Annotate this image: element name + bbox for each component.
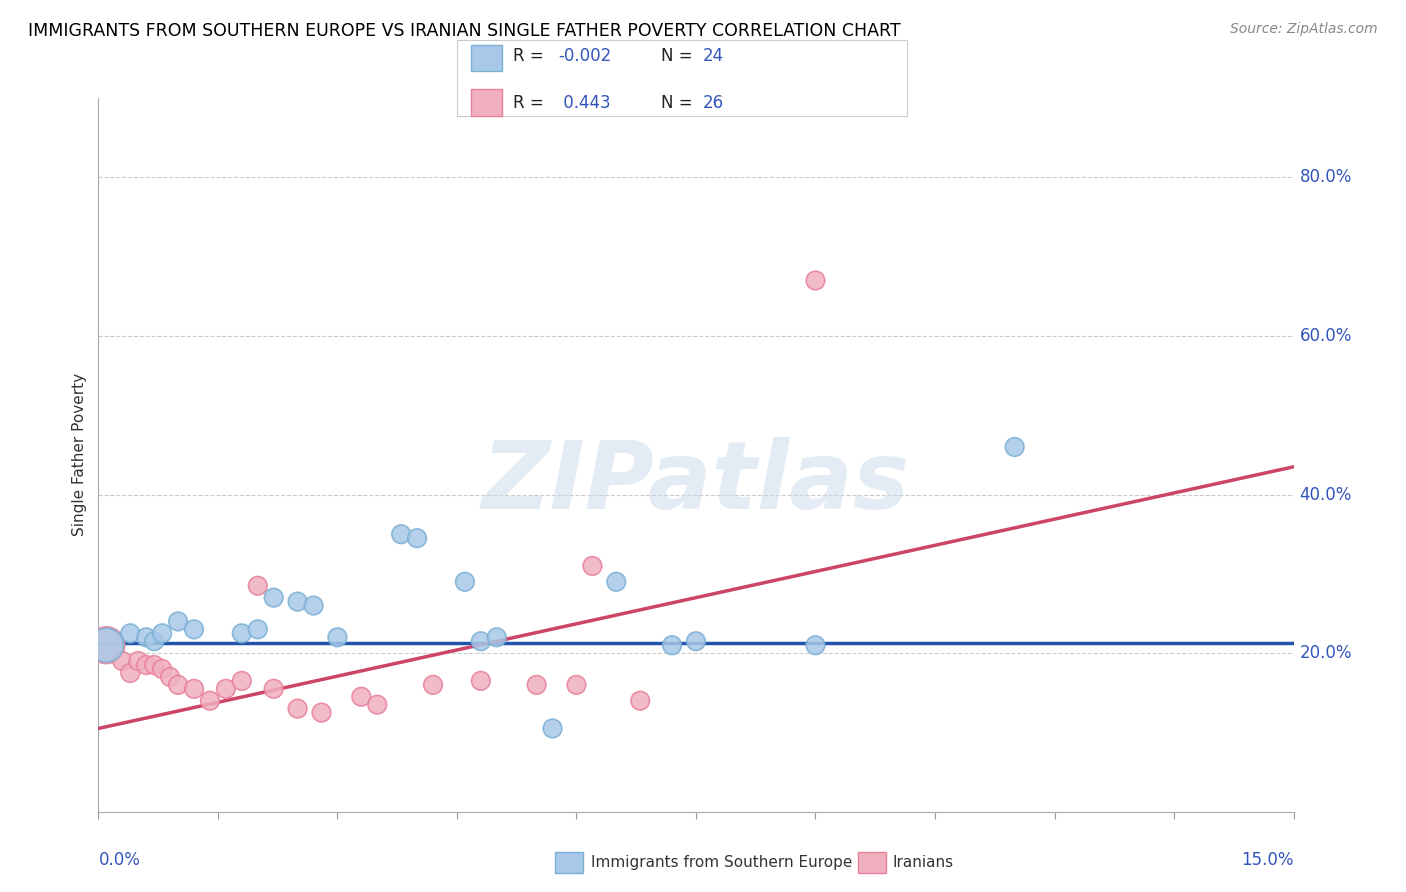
Text: 15.0%: 15.0% bbox=[1241, 851, 1294, 869]
Text: -0.002: -0.002 bbox=[558, 47, 612, 65]
Point bbox=[470, 634, 492, 648]
Point bbox=[1004, 440, 1026, 454]
Point bbox=[167, 678, 190, 692]
Point bbox=[263, 591, 285, 605]
Point bbox=[167, 615, 190, 629]
Text: R =: R = bbox=[513, 47, 550, 65]
Text: N =: N = bbox=[661, 47, 697, 65]
Point bbox=[605, 574, 627, 589]
Point bbox=[804, 273, 827, 287]
Point bbox=[685, 634, 707, 648]
Point bbox=[246, 579, 269, 593]
Y-axis label: Single Father Poverty: Single Father Poverty bbox=[72, 374, 87, 536]
Point bbox=[96, 638, 118, 652]
Point bbox=[183, 681, 205, 696]
Text: Immigrants from Southern Europe: Immigrants from Southern Europe bbox=[591, 855, 852, 870]
Text: N =: N = bbox=[661, 94, 697, 112]
Point bbox=[159, 670, 181, 684]
Point bbox=[541, 722, 564, 736]
Point bbox=[406, 531, 429, 545]
Text: 80.0%: 80.0% bbox=[1299, 169, 1353, 186]
Point bbox=[135, 658, 157, 673]
Point bbox=[198, 694, 221, 708]
Point bbox=[302, 599, 325, 613]
Point bbox=[366, 698, 388, 712]
Point bbox=[127, 654, 149, 668]
Point bbox=[565, 678, 588, 692]
Point bbox=[454, 574, 477, 589]
Text: 40.0%: 40.0% bbox=[1299, 485, 1353, 504]
Point bbox=[628, 694, 651, 708]
Point bbox=[231, 626, 253, 640]
Point bbox=[287, 701, 309, 715]
Point bbox=[287, 594, 309, 608]
Text: 26: 26 bbox=[703, 94, 724, 112]
Point bbox=[422, 678, 444, 692]
Point bbox=[661, 638, 683, 652]
Point bbox=[326, 630, 349, 644]
Point bbox=[183, 623, 205, 637]
Point bbox=[150, 626, 173, 640]
Point bbox=[311, 706, 333, 720]
Point bbox=[350, 690, 373, 704]
Text: 60.0%: 60.0% bbox=[1299, 327, 1353, 345]
Text: ZIPatlas: ZIPatlas bbox=[482, 437, 910, 530]
Point bbox=[246, 623, 269, 637]
Point bbox=[231, 673, 253, 688]
Point bbox=[804, 638, 827, 652]
Text: IMMIGRANTS FROM SOUTHERN EUROPE VS IRANIAN SINGLE FATHER POVERTY CORRELATION CHA: IMMIGRANTS FROM SOUTHERN EUROPE VS IRANI… bbox=[28, 22, 901, 40]
Point bbox=[150, 662, 173, 676]
Point bbox=[135, 630, 157, 644]
Point bbox=[581, 558, 603, 573]
Point bbox=[143, 634, 166, 648]
Point bbox=[389, 527, 412, 541]
Point bbox=[470, 673, 492, 688]
Text: Iranians: Iranians bbox=[893, 855, 953, 870]
Point bbox=[120, 626, 142, 640]
Text: 20.0%: 20.0% bbox=[1299, 644, 1353, 662]
Point bbox=[120, 665, 142, 680]
Text: 24: 24 bbox=[703, 47, 724, 65]
Point bbox=[96, 638, 118, 652]
Point bbox=[263, 681, 285, 696]
Point bbox=[111, 654, 134, 668]
Point bbox=[143, 658, 166, 673]
Point bbox=[485, 630, 508, 644]
Text: 0.443: 0.443 bbox=[558, 94, 610, 112]
Text: 0.0%: 0.0% bbox=[98, 851, 141, 869]
Text: Source: ZipAtlas.com: Source: ZipAtlas.com bbox=[1230, 22, 1378, 37]
Point bbox=[526, 678, 548, 692]
Text: R =: R = bbox=[513, 94, 550, 112]
Point bbox=[215, 681, 238, 696]
